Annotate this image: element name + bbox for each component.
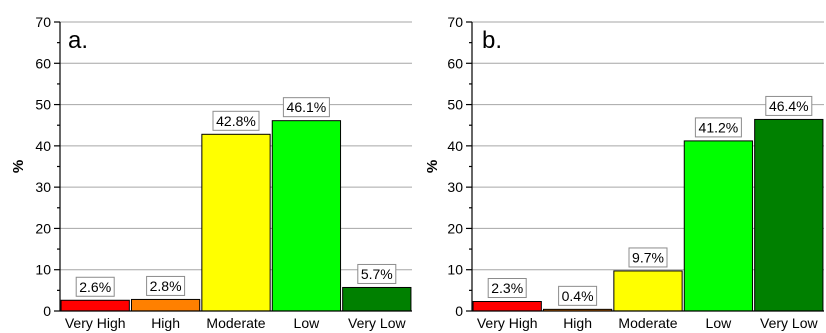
y-tick-label: 70 (447, 14, 463, 30)
x-tick-label: Moderate (618, 315, 677, 331)
y-tick-label: 60 (447, 55, 463, 71)
data-label: 46.4% (769, 98, 809, 114)
data-label: 0.4% (562, 288, 594, 304)
panel-a: 0 10 20 30 40 50 60 70 2.6% Very High 2.8% High 42.8… (10, 14, 412, 331)
data-label-box (558, 285, 598, 306)
y-tick-label: 50 (447, 97, 463, 113)
panel-label: a. (68, 27, 88, 54)
x-tick-label: Very Low (760, 315, 818, 331)
y-tick-label: 20 (447, 220, 463, 236)
data-label-box (694, 117, 742, 138)
x-tick-label: Very High (65, 315, 126, 331)
data-label-box (628, 247, 668, 268)
y-tick-label: 0 (43, 303, 51, 319)
data-label-box (487, 278, 527, 299)
y-tick-label: 50 (35, 97, 51, 113)
x-tick-label: Low (706, 315, 733, 331)
y-axis-label: % (424, 160, 441, 173)
y-tick-label: 40 (447, 138, 463, 154)
x-tick-label: Very Low (348, 315, 406, 331)
bar-very-high (60, 299, 130, 312)
y-tick-label: 70 (35, 14, 51, 30)
panel-b: 0 10 20 30 40 50 60 70 2.3% Very High 0.4% High 9.7%… (424, 14, 824, 331)
data-label-box (75, 276, 115, 297)
bar-low (271, 120, 342, 312)
bar-moderate (613, 270, 683, 312)
bar-low (683, 140, 754, 312)
y-axis-label: % (10, 160, 27, 173)
x-tick-label: Very High (477, 315, 538, 331)
y-tick-label: 0 (455, 303, 463, 319)
y-tick-label: 40 (35, 138, 51, 154)
y-tick-label: 30 (35, 179, 51, 195)
data-label: 5.7% (361, 266, 393, 282)
data-label: 41.2% (699, 119, 739, 135)
data-label-box (146, 275, 186, 296)
y-tick-label: 10 (35, 262, 51, 278)
data-label: 46.1% (287, 99, 327, 115)
data-label: 9.7% (632, 249, 664, 265)
data-label: 2.8% (150, 278, 182, 294)
bar-very-low (342, 286, 412, 312)
panel-label: b. (482, 27, 502, 54)
data-label-box (282, 97, 330, 118)
data-label-box (212, 110, 260, 131)
y-tick-label: 20 (35, 220, 51, 236)
data-label: 2.3% (491, 280, 523, 296)
data-label-box (357, 263, 397, 284)
y-tick-label: 10 (447, 262, 463, 278)
x-tick-label: Low (294, 315, 321, 331)
bar-moderate (201, 133, 271, 312)
x-tick-label: High (151, 315, 180, 331)
data-label: 2.6% (79, 279, 111, 295)
y-tick-label: 30 (447, 179, 463, 195)
bar-very-low (754, 118, 824, 312)
x-tick-label: High (563, 315, 592, 331)
data-label: 42.8% (216, 113, 256, 129)
y-tick-label: 60 (35, 55, 51, 71)
bar-high (130, 298, 201, 312)
bar-very-high (472, 301, 542, 312)
x-tick-label: Moderate (206, 315, 265, 331)
data-label-box (765, 95, 813, 116)
